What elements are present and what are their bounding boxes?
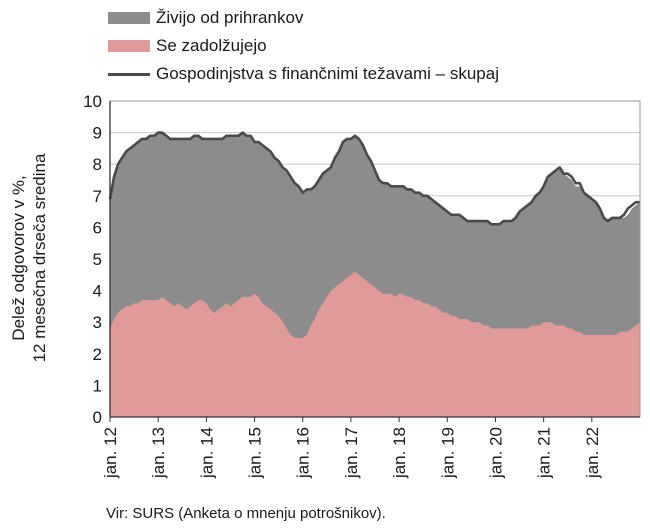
y-tick-label-6: 6 bbox=[93, 218, 102, 237]
y-tick-label-3: 3 bbox=[93, 313, 102, 332]
y-tick-label-7: 7 bbox=[93, 187, 102, 206]
x-tick-label: jan. 20 bbox=[486, 427, 505, 479]
y-tick-label-8: 8 bbox=[93, 155, 102, 174]
x-tick-label: jan. 13 bbox=[149, 427, 168, 479]
y-tick-label-9: 9 bbox=[93, 124, 102, 143]
x-tick-label: jan. 18 bbox=[390, 427, 409, 479]
y-tick-label-10: 10 bbox=[83, 92, 102, 111]
axes bbox=[109, 100, 641, 418]
x-tick-label: jan. 12 bbox=[101, 427, 120, 479]
legend-swatch-total bbox=[108, 72, 150, 76]
y-tick-label-5: 5 bbox=[93, 250, 102, 269]
area-borrowing bbox=[110, 271, 640, 417]
legend-swatch-savings bbox=[108, 12, 150, 24]
legend-item-total: Gospodinjstva s finančnimi težavami – sk… bbox=[108, 60, 499, 88]
y-tick-label-0: 0 bbox=[93, 408, 102, 427]
legend-label-total: Gospodinjstva s finančnimi težavami – sk… bbox=[156, 64, 499, 83]
legend-item-borrowing: Se zadolžujejo bbox=[108, 32, 499, 60]
source-note: Vir: SURS (Anketa o mnenju potrošnikov). bbox=[106, 505, 386, 522]
area-series bbox=[110, 132, 640, 417]
y-tick-label-1: 1 bbox=[93, 376, 102, 395]
legend-label-borrowing: Se zadolžujejo bbox=[156, 36, 267, 55]
x-tick-labels: jan. 12 jan. 13 jan. 14 jan. 15 jan. 16 jan. … bbox=[101, 417, 602, 479]
x-tick-label: jan. 16 bbox=[294, 427, 313, 479]
y-axis-label-line2: 12 mesečna drseča sredina bbox=[30, 153, 49, 362]
x-tick-label: jan. 15 bbox=[246, 427, 265, 479]
y-axis-label-line1: Delež odgovorov v %, bbox=[9, 175, 28, 340]
x-tick-label: jan. 22 bbox=[583, 427, 602, 479]
legend-item-savings: Živijo od prihrankov bbox=[108, 4, 499, 32]
legend: Živijo od prihrankov Se zadolžujejo Gosp… bbox=[108, 4, 499, 88]
x-tick-label: jan. 17 bbox=[342, 427, 361, 479]
x-tick-label: jan. 14 bbox=[197, 427, 216, 479]
line-series bbox=[108, 131, 640, 226]
legend-label-savings: Živijo od prihrankov bbox=[156, 8, 304, 27]
legend-swatch-borrowing bbox=[108, 40, 150, 52]
x-tick-label: jan. 19 bbox=[438, 427, 457, 479]
line-total bbox=[108, 131, 640, 226]
y-tick-labels: 0 1 2 3 4 5 6 7 8 9 10 bbox=[83, 92, 102, 427]
y-tick-label-4: 4 bbox=[93, 282, 102, 301]
y-tick-label-2: 2 bbox=[93, 345, 102, 364]
x-tick-label: jan. 21 bbox=[535, 427, 554, 479]
